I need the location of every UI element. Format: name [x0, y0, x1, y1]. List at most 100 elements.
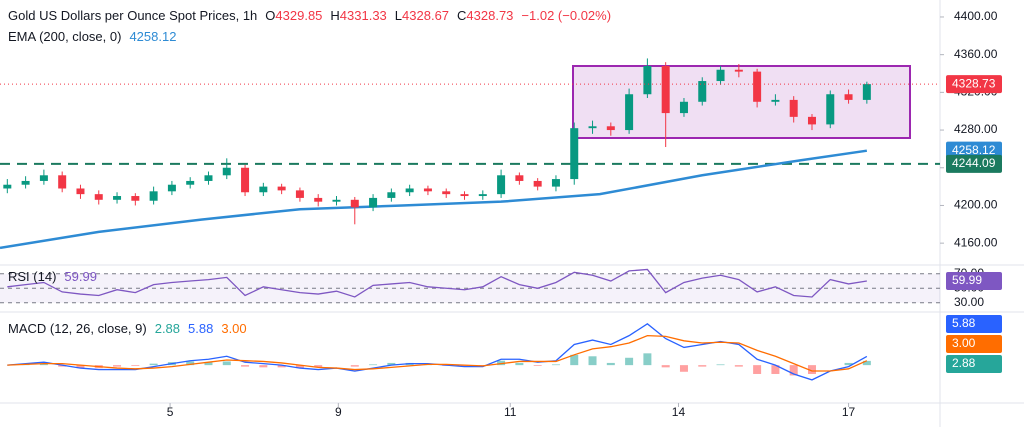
- candle-body: [679, 101, 688, 114]
- macd-histogram-bar: [771, 365, 780, 374]
- candle-body: [515, 175, 524, 181]
- macd-histogram-bar: [844, 362, 853, 366]
- rsi-value-label: 59.99: [952, 273, 982, 287]
- signal-value: 3.00: [221, 321, 246, 336]
- last-price-label-bg: [946, 75, 1002, 94]
- macd-histogram-bar: [789, 365, 798, 376]
- candle-body: [826, 94, 835, 125]
- title: Gold US Dollars per Ounce Spot Prices, 1…: [8, 8, 257, 23]
- candle-body: [551, 179, 560, 187]
- rsi-value-label-bg: [946, 272, 1002, 291]
- candle-body: [350, 199, 359, 208]
- macd-histogram-bar: [241, 365, 250, 367]
- candle-body: [625, 94, 634, 131]
- range-box: [572, 65, 911, 139]
- macd-histogram-bar: [314, 365, 323, 368]
- macd-histogram-bar: [807, 365, 816, 374]
- macd-histogram-bar: [625, 357, 634, 366]
- candle-body: [277, 186, 286, 191]
- y-tick-label: 4200.00: [954, 198, 998, 212]
- candle-body: [113, 196, 122, 200]
- x-tick-label: 5: [167, 405, 174, 419]
- candle-body: [753, 71, 762, 102]
- macd-histogram-bar: [753, 365, 762, 374]
- ema-value: 4258.12: [129, 29, 176, 44]
- candle-body: [387, 192, 396, 198]
- candle-body: [661, 65, 670, 114]
- macd-histogram-bar: [149, 363, 158, 366]
- ohlc-label: O: [265, 8, 275, 23]
- candle-body: [259, 186, 268, 193]
- candle-body: [606, 126, 615, 131]
- macd-histogram-bar: [661, 365, 670, 368]
- macd-histogram-bar: [460, 365, 469, 367]
- candle-body: [862, 84, 871, 100]
- candle-body: [186, 180, 195, 185]
- rsi-tick-label: 30.00: [954, 295, 984, 309]
- macd-histogram-bar: [295, 365, 304, 369]
- macd-name: MACD (12, 26, close, 9): [8, 321, 147, 336]
- candle-body: [295, 190, 304, 198]
- macd-histogram-bar: [570, 354, 579, 366]
- candle-body: [167, 184, 176, 192]
- macd-histogram-bar: [716, 364, 725, 366]
- macd-histogram-bar: [606, 362, 615, 366]
- candle-body: [716, 69, 725, 82]
- macd-histogram-bar: [734, 365, 743, 367]
- candle-body: [21, 180, 30, 185]
- y-tick-label: 4360.00: [954, 47, 998, 61]
- last-price-label: 4328.73: [952, 76, 996, 90]
- macd-value-label: 5.88: [952, 316, 976, 330]
- macd-histogram-bar: [643, 353, 652, 366]
- rsi-line: [7, 268, 867, 298]
- change: −1.02 (−0.02%): [521, 8, 611, 23]
- macd-histogram-bar: [186, 361, 195, 366]
- macd-histogram-bar: [698, 365, 707, 367]
- candle-body: [460, 194, 469, 197]
- macd-histogram-bar: [533, 365, 542, 366]
- ohlc-value: 4328.67: [402, 8, 449, 23]
- signal-value-label: 3.00: [952, 336, 976, 350]
- candle-body: [442, 191, 451, 195]
- candle-body: [570, 128, 579, 180]
- signal-value-label-bg: [946, 335, 1002, 353]
- x-tick-label: 14: [672, 405, 686, 419]
- candle-body: [3, 184, 12, 189]
- candle-body: [58, 175, 67, 189]
- macd-histogram-bar: [497, 360, 506, 366]
- macd-header: MACD (12, 26, close, 9) 2.88 5.88 3.00: [8, 321, 247, 336]
- macd-histogram-bar: [259, 365, 268, 368]
- macd-histogram-bar: [76, 365, 85, 369]
- candle-body: [423, 188, 432, 192]
- candle-body: [771, 99, 780, 102]
- candle-body: [588, 126, 597, 129]
- x-tick-label: 11: [504, 405, 517, 419]
- x-tick-label: 9: [335, 405, 342, 419]
- histogram-value-label: 2.88: [952, 356, 976, 370]
- ema-line: [0, 149, 868, 250]
- macd-histogram-bar: [369, 364, 378, 366]
- rsi-header: RSI (14) 59.99: [8, 269, 97, 284]
- candle-body: [204, 175, 213, 181]
- y-tick-label: 4160.00: [954, 235, 998, 249]
- macd-histogram-bar: [222, 361, 231, 366]
- y-tick-label: 4400.00: [954, 9, 998, 23]
- macd-hist-value: 2.88: [155, 321, 180, 336]
- macd-histogram-bar: [58, 365, 67, 367]
- macd-histogram-bar: [131, 365, 140, 366]
- candle-body: [39, 175, 48, 181]
- macd-histogram-bar: [862, 360, 871, 366]
- support-label: 4244.09: [952, 156, 996, 170]
- candle-body: [643, 65, 652, 95]
- candle-body: [734, 69, 743, 72]
- ohlc-label: L: [395, 8, 402, 23]
- ohlc-label: C: [457, 8, 466, 23]
- ema-header: EMA (200, close, 0) 4258.12: [8, 29, 176, 44]
- candle-body: [844, 94, 853, 100]
- ohlc-label: H: [330, 8, 339, 23]
- candle-body: [478, 194, 487, 197]
- x-tick-label: 17: [842, 405, 856, 419]
- ema-price-label: 4258.12: [952, 143, 996, 157]
- candle-body: [807, 116, 816, 125]
- candle-body: [76, 188, 85, 195]
